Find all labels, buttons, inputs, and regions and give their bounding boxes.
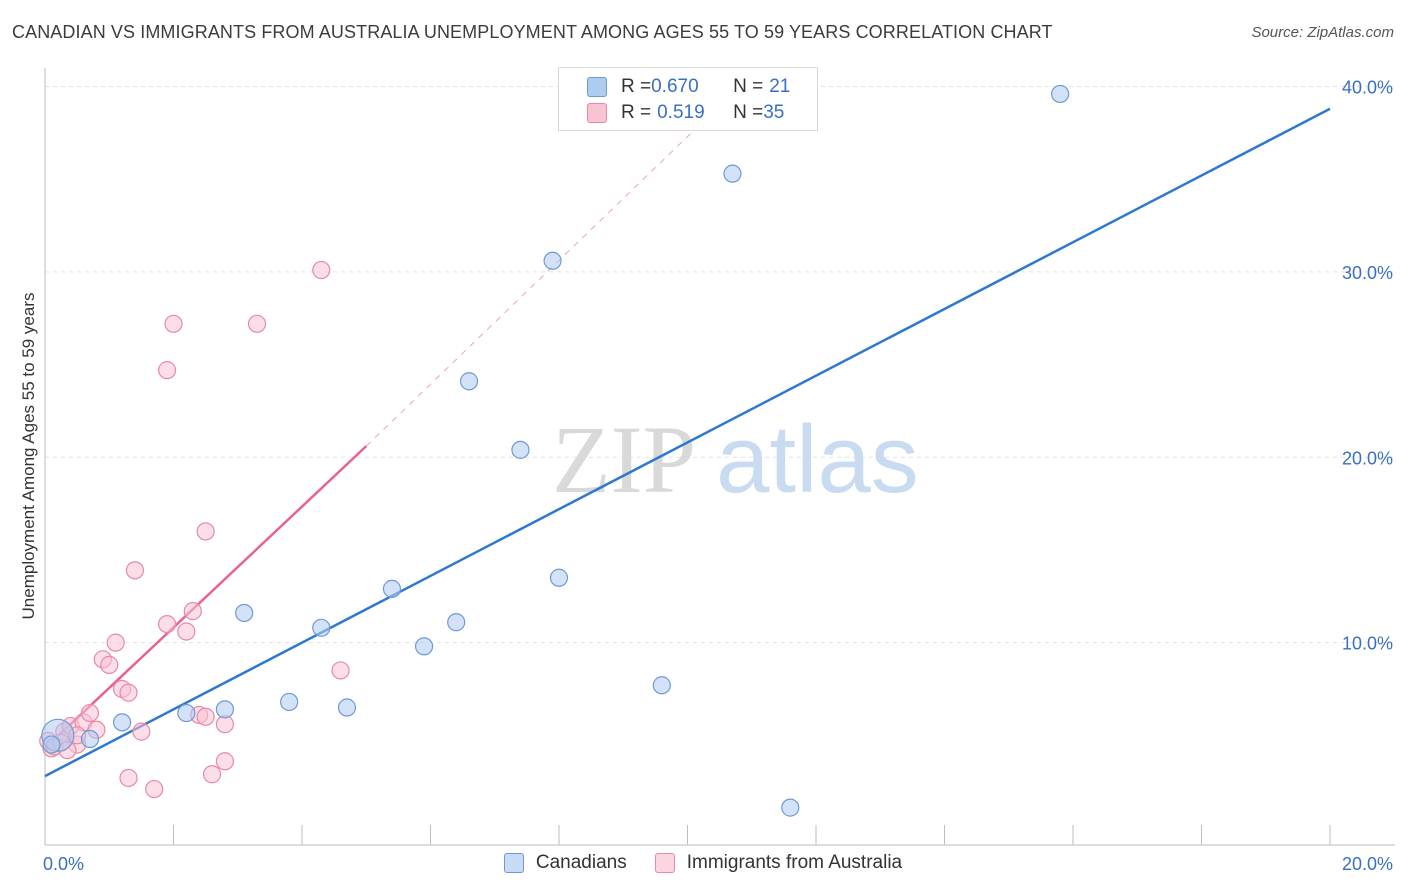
trend-lines	[44, 107, 1331, 778]
legend-label: Immigrants from Australia	[686, 852, 903, 873]
data-point-australia	[183, 602, 202, 621]
y-tick-label: 20.0%	[1342, 448, 1393, 468]
data-point-canadians	[280, 692, 299, 712]
data-point-australia	[312, 260, 331, 280]
data-points	[39, 84, 1070, 817]
data-point-canadians	[414, 637, 434, 656]
stats-row-canadians: R = 0.670 N = 21	[587, 75, 790, 99]
data-point-canadians	[723, 164, 742, 183]
data-point-canadians	[781, 798, 800, 817]
data-point-australia	[196, 707, 215, 726]
r-label: R =	[621, 76, 652, 97]
data-point-australia	[157, 614, 177, 634]
data-point-australia	[202, 765, 222, 784]
data-point-australia	[145, 779, 164, 799]
data-point-canadians	[549, 568, 569, 587]
legend-swatch-blue	[503, 853, 524, 873]
data-point-canadians	[511, 440, 530, 459]
r-value: 0.519	[657, 102, 705, 123]
data-point-australia	[196, 522, 215, 541]
x-tick-label: 20.0%	[1342, 854, 1393, 874]
data-point-australia	[80, 703, 100, 723]
data-point-australia	[132, 722, 151, 741]
data-point-australia	[157, 361, 177, 380]
data-point-canadians	[177, 703, 196, 723]
legend-item-australia[interactable]: Immigrants from Australia	[654, 852, 903, 874]
legend-item-canadians[interactable]: Canadians	[503, 852, 627, 874]
trend-line-extension-australia	[365, 117, 708, 447]
data-point-canadians	[112, 713, 132, 732]
stats-row-australia: R = 0.519 N = 35	[587, 101, 784, 125]
y-tick-label: 10.0%	[1342, 634, 1393, 654]
watermark-atlas: atlas	[716, 406, 919, 513]
data-point-canadians	[1051, 84, 1070, 104]
n-label: N =	[733, 76, 764, 97]
data-point-australia	[164, 314, 183, 333]
r-value: 0.670	[651, 76, 699, 97]
axes	[44, 68, 1395, 846]
data-point-australia	[215, 752, 234, 771]
y-axis-title: Unemployment Among Ages 55 to 59 years	[19, 293, 38, 620]
data-point-australia	[247, 314, 267, 333]
data-point-canadians	[447, 613, 466, 632]
n-value: 35	[763, 102, 785, 123]
legend-label: Canadians	[535, 852, 627, 873]
legend-swatch-blue	[587, 77, 607, 97]
data-point-australia	[125, 561, 145, 580]
data-point-canadians	[382, 579, 402, 598]
data-point-canadians	[543, 251, 562, 270]
data-point-canadians	[652, 676, 671, 695]
watermark: ZIP atlas	[552, 406, 919, 513]
legend-swatch-pink	[587, 103, 607, 123]
chart-title: CANADIAN VS IMMIGRANTS FROM AUSTRALIA UN…	[12, 22, 1053, 42]
data-point-australia	[106, 633, 125, 652]
data-point-canadians	[337, 698, 357, 717]
data-point-canadians	[80, 729, 100, 749]
data-point-canadians	[215, 700, 234, 719]
legend-swatch-pink	[654, 853, 675, 873]
y-tick-label: 30.0%	[1342, 263, 1393, 283]
stats-legend: R = 0.670 N = 21 R = 0.519 N = 35	[558, 67, 818, 131]
data-point-australia	[100, 655, 119, 674]
data-point-canadians	[459, 372, 479, 391]
tick-labels: 10.0% 20.0% 30.0% 40.0% 0.0% 20.0%	[43, 78, 1393, 874]
source-label: Source: ZipAtlas.com	[1251, 24, 1394, 41]
data-point-australia	[119, 768, 138, 788]
data-point-canadians	[42, 735, 61, 754]
data-point-australia	[119, 683, 138, 702]
r-label: R =	[621, 102, 652, 123]
y-tick-label: 40.0%	[1342, 78, 1393, 98]
n-value: 21	[769, 76, 791, 97]
trend-line-australia	[44, 445, 368, 750]
series-legend: Canadians Immigrants from Australia	[0, 852, 1406, 874]
x-tick-label: 0.0%	[43, 854, 84, 874]
data-point-canadians	[312, 618, 331, 637]
n-label: N =	[733, 102, 764, 123]
trend-line-canadians	[44, 107, 1331, 778]
data-point-australia	[177, 622, 196, 641]
data-point-canadians	[235, 603, 254, 623]
watermark-zip: ZIP	[552, 406, 696, 513]
data-point-australia	[331, 661, 350, 680]
